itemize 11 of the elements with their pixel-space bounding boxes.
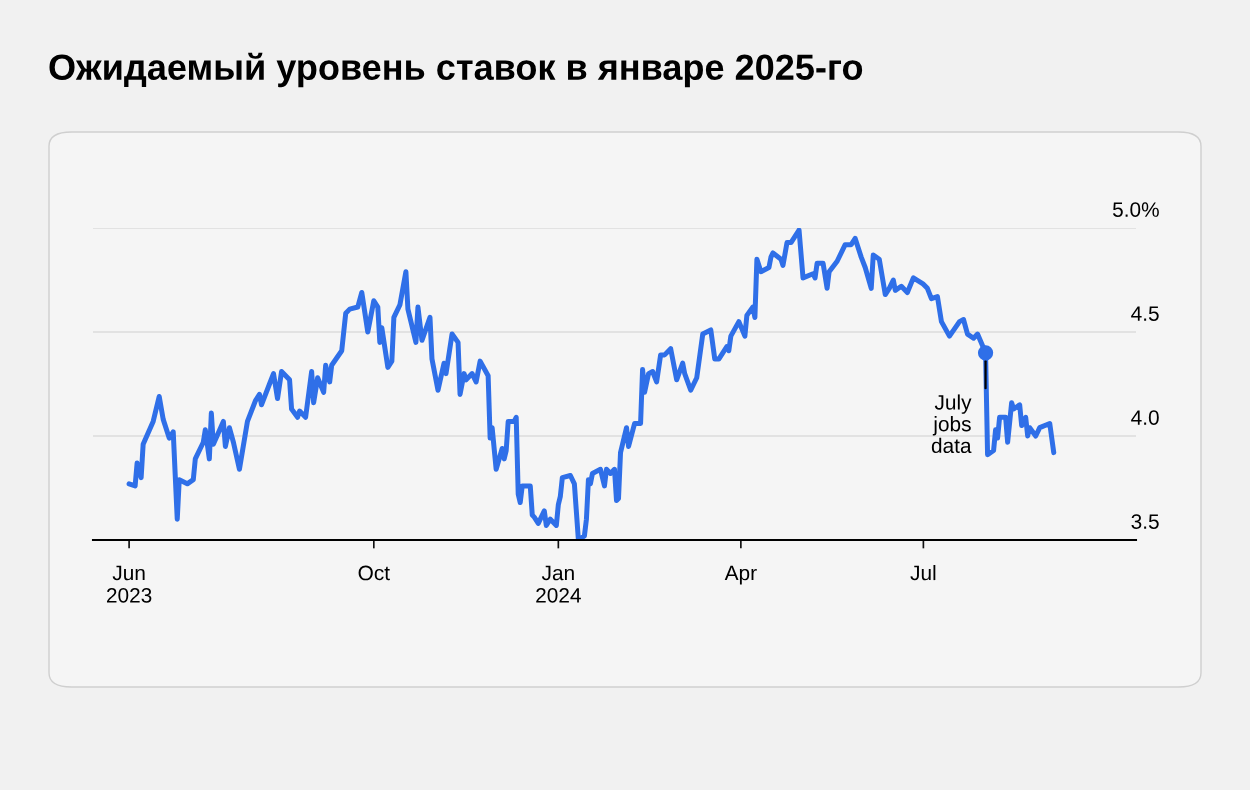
y-tick-label: 4.5 [1131,306,1159,321]
x-tick-label: Jun 2023 [106,565,152,603]
annotation: July jobs data [931,394,972,454]
x-tick-label: Apr [724,565,757,585]
x-tick-label: Oct [358,565,390,581]
y-tick-label: 3.5 [1131,514,1159,529]
chart-title: Ожидаемый уровень ставок в январе 2025-го [49,52,863,88]
x-tick-label: Jul [910,565,936,581]
x-tick-label: Jan 2024 [536,565,581,603]
y-tick-label: 4.0 [1131,410,1159,425]
y-tick-label: 5.0% [1112,202,1159,217]
